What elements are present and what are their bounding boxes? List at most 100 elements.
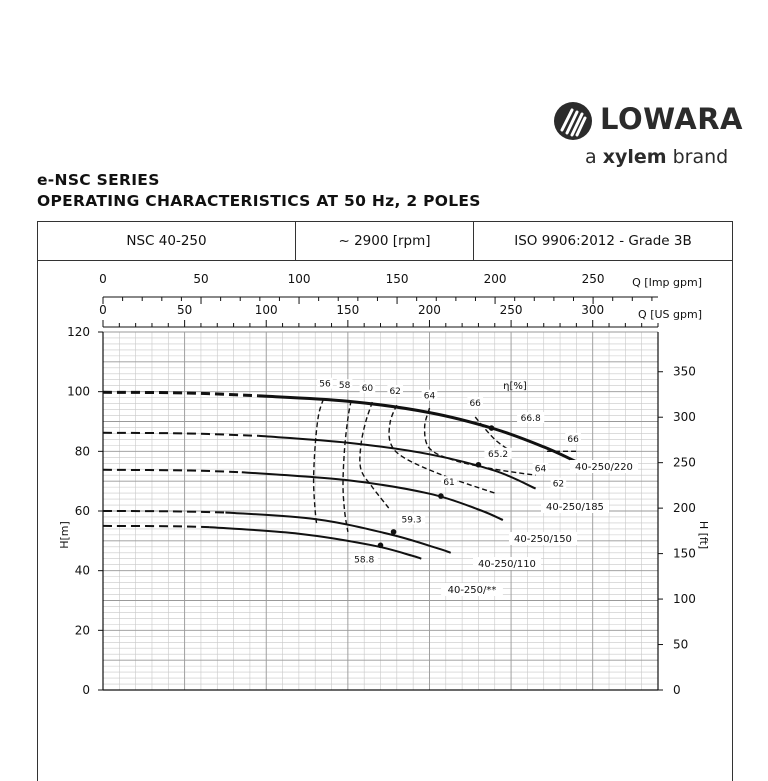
pump-curve [241, 471, 504, 521]
label-bg [565, 432, 581, 444]
label-bg [532, 462, 549, 474]
y-tick-label: 120 [67, 325, 90, 339]
efficiency-curve [474, 416, 512, 452]
efficiency-label: 59.3 [401, 515, 421, 525]
label-bg [421, 389, 438, 401]
y-tick-label-ft: 150 [673, 547, 696, 561]
label-bg [484, 447, 512, 459]
x-axis-label-us: Q [US gpm] [638, 308, 702, 321]
grid-major [103, 331, 658, 690]
speed-cell: ~ 2900 [rpm] [296, 222, 474, 260]
x-tick-label-imp: 150 [386, 272, 409, 286]
y-tick-label: 60 [75, 504, 90, 518]
x-tick-label-us: 150 [336, 303, 359, 317]
efficiency-label: 62 [553, 480, 564, 490]
y-tick-label-ft: 250 [673, 456, 696, 470]
operating-point [475, 461, 482, 468]
lowara-logo [554, 102, 592, 140]
label-bg [467, 397, 483, 409]
pump-curve-dashed [102, 510, 226, 514]
label-bg [397, 513, 426, 525]
efficiency-curve [359, 401, 390, 509]
pump-curve [209, 526, 422, 560]
x-tick-label-imp: 100 [288, 272, 311, 286]
y-tick-label: 100 [67, 385, 90, 399]
pump-curve [258, 394, 578, 464]
chart-subtitle: OPERATING CHARACTERISTICS AT 50 Hz, 2 PO… [37, 192, 481, 210]
operating-point [488, 425, 495, 431]
x-tick-label-us: 100 [255, 303, 278, 317]
efficiency-label: 56 [319, 380, 331, 390]
x-tick-label-imp: 50 [193, 272, 208, 286]
pump-curve-dashed [102, 390, 259, 398]
standard-cell: ISO 9906:2012 - Grade 3B [514, 233, 692, 249]
x-axis-label-imp: Q [Imp gpm] [632, 276, 702, 289]
pump-curve [225, 511, 452, 554]
brand-tagline: a xylem brand [585, 146, 729, 168]
pump-curve [258, 434, 537, 490]
efficiency-label: 58 [339, 381, 351, 391]
x-tick-label-us: 200 [418, 303, 441, 317]
efficiency-label: 64 [424, 392, 436, 402]
y-tick-label: 0 [82, 683, 90, 697]
label-bg [359, 382, 376, 394]
efficiency-curve [312, 398, 325, 526]
operating-point [377, 542, 384, 549]
efficiency-label: 58.8 [354, 556, 374, 566]
label-bg [473, 557, 541, 570]
label-bg [441, 476, 457, 488]
operating-point [390, 529, 397, 535]
efficiency-label: 60 [362, 384, 374, 394]
x-tick-label-us: 300 [581, 303, 604, 317]
y-tick-label-ft: 100 [673, 592, 696, 606]
series-label: 40-250/185 [546, 502, 604, 513]
efficiency-label: 66 [469, 399, 481, 409]
y-tick-label: 40 [75, 564, 90, 578]
efficiency-label: 66.8 [521, 414, 541, 424]
y-tick-label-ft: 350 [673, 365, 696, 379]
brand-name: LOWARA [600, 102, 744, 136]
efficiency-label: 64 [535, 465, 547, 475]
efficiency-label: 65.2 [488, 450, 508, 460]
x-tick-label-us: 0 [99, 303, 107, 317]
pump-curve-dashed [102, 468, 242, 474]
label-bg [387, 385, 403, 397]
label-bg [517, 412, 545, 424]
label-bg [336, 379, 353, 391]
chart-frame [37, 261, 733, 781]
pump-curve-dashed [102, 524, 210, 529]
y-axis-label-right: H [ft] [697, 521, 710, 549]
info-row: NSC 40-250 ~ 2900 [rpm] ISO 9906:2012 - … [37, 221, 733, 261]
y-tick-label-ft: 50 [673, 638, 688, 652]
y-tick-label-ft: 0 [673, 683, 681, 697]
x-tick-label-us: 50 [177, 303, 192, 317]
y-tick-label-ft: 300 [673, 410, 696, 424]
label-bg [317, 377, 333, 389]
efficiency-label: 61 [443, 478, 454, 488]
series-label: 40-250/** [448, 585, 497, 596]
efficiency-label: 62 [389, 387, 400, 397]
pump-curve-dashed [102, 431, 259, 437]
x-tick-label-imp: 0 [99, 272, 107, 286]
label-bg [350, 553, 378, 565]
efficiency-label: 66 [567, 435, 579, 445]
efficiency-unit-label: η[%] [503, 381, 527, 392]
label-bg [541, 500, 609, 513]
label-bg [550, 477, 567, 489]
efficiency-curve [423, 407, 536, 476]
operating-point [438, 493, 444, 499]
label-bg [441, 583, 503, 596]
y-tick-label-ft: 200 [673, 501, 696, 515]
series-label: 40-250/110 [478, 559, 536, 570]
y-tick-label: 20 [75, 623, 90, 637]
series-title: e-NSC SERIES [37, 171, 160, 189]
efficiency-curve [342, 400, 352, 533]
y-tick-label: 80 [75, 444, 90, 458]
series-label: 40-250/150 [514, 534, 572, 545]
x-tick-label-us: 250 [500, 303, 523, 317]
label-bg [570, 460, 638, 473]
x-tick-label-imp: 200 [484, 272, 507, 286]
model-cell: NSC 40-250 [38, 222, 296, 260]
y-axis-label-left: H[m] [58, 521, 71, 549]
